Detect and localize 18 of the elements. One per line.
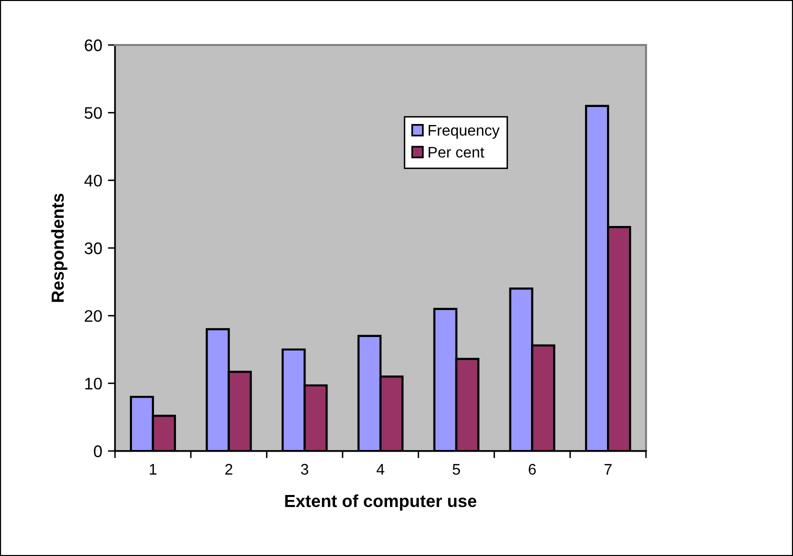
- legend-label: Per cent: [428, 146, 484, 158]
- x-axis-title: Extent of computer use: [285, 494, 476, 511]
- y-tick-label: 20: [84, 310, 102, 322]
- x-tick-label: 2: [225, 464, 232, 475]
- y-tick-label: 10: [85, 378, 102, 390]
- y-tick-label: 0: [94, 445, 102, 458]
- x-tick-label: 7: [604, 464, 612, 475]
- x-tick-label: 1: [150, 464, 156, 475]
- x-tick-label: 6: [528, 464, 536, 475]
- x-tick-label: 3: [300, 464, 308, 475]
- y-axis-title: Respondents: [51, 194, 68, 302]
- legend-label: Frequency: [428, 125, 500, 139]
- y-tick-label: 30: [84, 242, 102, 254]
- y-tick-label: 40: [84, 174, 102, 187]
- x-tick-label: 5: [452, 464, 460, 475]
- y-tick-label: 50: [84, 107, 102, 119]
- x-tick-label: 4: [376, 464, 384, 475]
- y-tick-label: 60: [84, 39, 102, 52]
